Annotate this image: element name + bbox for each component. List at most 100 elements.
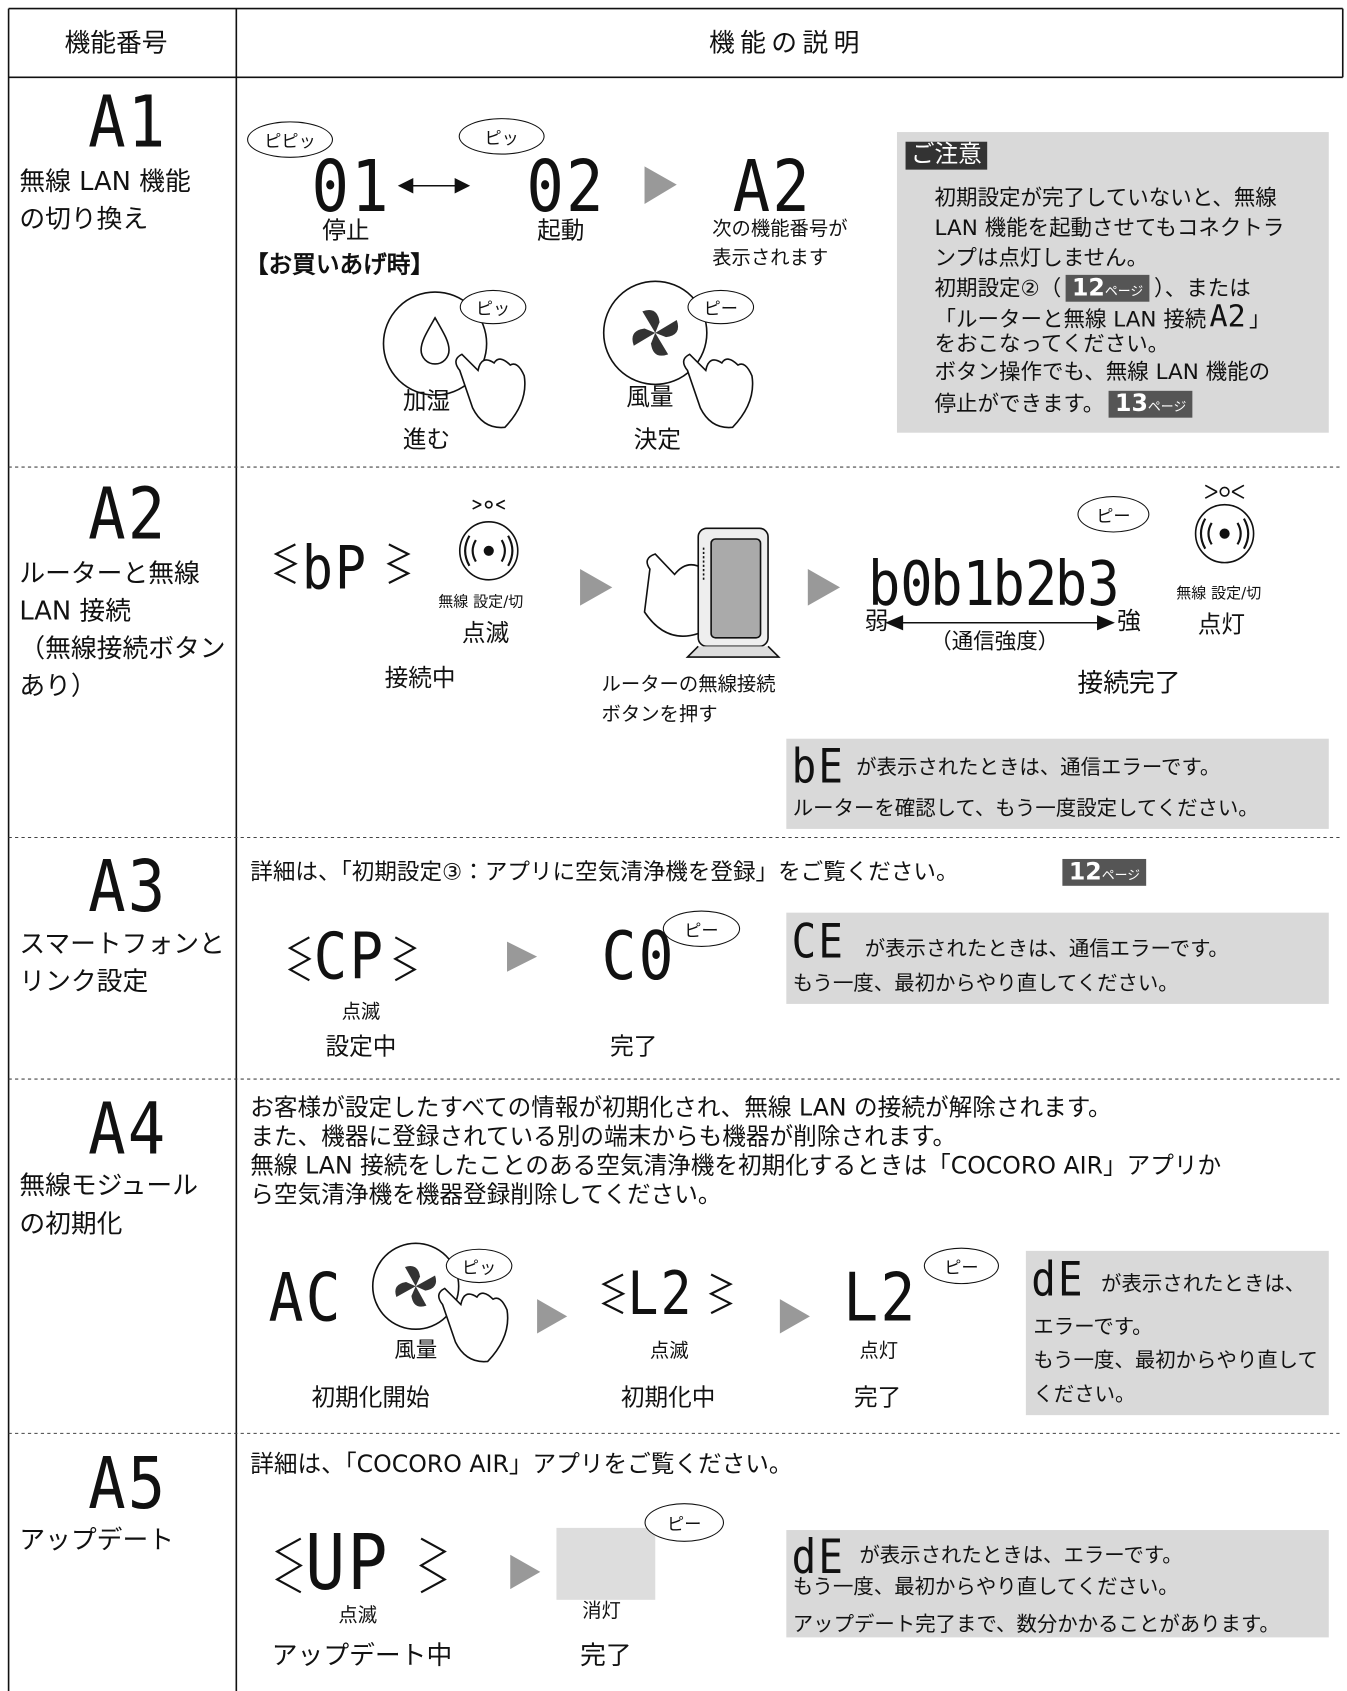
caution-text: 初期設定が完了していないと、無線 — [934, 184, 1277, 211]
error-text: ください。 — [1033, 1382, 1136, 1407]
decoration — [885, 615, 904, 631]
beep-bubble: ピー — [687, 289, 755, 325]
double-arrow — [397, 178, 471, 194]
decoration — [438, 1287, 509, 1363]
function-name: ルーターと無線 — [19, 558, 200, 589]
beep-bubble: ピピッ — [247, 121, 334, 158]
caption: ルーターの無線接続 — [601, 673, 776, 696]
display: b3 — [1054, 548, 1120, 620]
beep-bubble: ピー — [662, 910, 741, 948]
display: CP — [313, 920, 386, 995]
display: b2 — [992, 548, 1058, 620]
detail: お客様が設定したすべての情報が初期化され、無線 LAN の接続が解除されます。 — [250, 1095, 1112, 1123]
error-text: アップデート完了まで、数分かかることがあります。 — [792, 1612, 1280, 1637]
status: 初期化中 — [620, 1385, 716, 1412]
display: UP — [305, 1517, 390, 1608]
error-text: が表示されたときは、 — [1101, 1272, 1306, 1296]
page-unit: ページ — [1104, 283, 1144, 299]
beep-bubble: ピー — [923, 1247, 1000, 1285]
decoration — [418, 1537, 447, 1594]
blink-mark — [472, 499, 506, 510]
function-name: の初期化 — [19, 1208, 123, 1240]
page-ref: 12ページ — [1058, 858, 1151, 887]
page-number: 12 — [1068, 858, 1102, 886]
caution-text: 停止ができます。 13ページ — [935, 390, 1198, 418]
lamp-state: 点滅 — [649, 1339, 689, 1363]
step-arrow — [580, 569, 613, 606]
display-off — [556, 1527, 656, 1600]
error-text: もう一度、最初からやり直してください。 — [792, 1575, 1179, 1599]
status: 完了 — [610, 1033, 658, 1061]
error-box — [786, 1530, 1329, 1638]
display: 01 — [311, 144, 391, 229]
error-text: もう一度、最初からやり直して — [1033, 1348, 1318, 1373]
function-code: A4 — [88, 1086, 168, 1171]
caution-text: 初期設定②（ 12ページ ）、または — [935, 274, 1251, 303]
detail: 無線 LAN 接続をしたことのある空気清浄機を初期化するときは「COCORO A… — [250, 1153, 1222, 1180]
caution-title: ご注意 — [905, 141, 988, 171]
detail: ら空気清浄機を機器登録削除してください。 — [250, 1182, 722, 1209]
button-label: 無線 設定/切 — [1176, 585, 1262, 603]
caption: ボタンを押す — [601, 703, 718, 726]
decoration — [710, 538, 762, 639]
hand-icon — [438, 353, 754, 1363]
scale-label: 弱 — [864, 608, 889, 636]
function-name: アップデート — [19, 1524, 175, 1555]
page-unit: ページ — [1147, 399, 1187, 415]
lamp-state: 点灯 — [859, 1339, 899, 1363]
decoration — [397, 178, 414, 194]
function-name: の切り換え — [19, 204, 149, 235]
light-mark — [1219, 486, 1230, 497]
lamp-state: 点滅 — [461, 620, 510, 648]
decoration — [632, 328, 656, 346]
note: 表示されます — [712, 246, 829, 270]
display: L2 — [627, 1259, 694, 1330]
error-box — [786, 912, 1329, 1004]
function-code: A5 — [88, 1441, 168, 1526]
caution-text: 「ルーターと無線 LAN 接続 A2」 — [935, 301, 1271, 332]
column-heading: 機能の説明 — [708, 27, 865, 58]
decoration — [395, 1281, 416, 1298]
display: CE — [791, 914, 846, 969]
decoration — [655, 319, 679, 338]
decoration — [682, 353, 754, 429]
display: L2 — [843, 1258, 918, 1337]
step-arrow — [537, 1299, 568, 1334]
status: 接続完了 — [1077, 667, 1181, 698]
decoration — [415, 1275, 437, 1291]
display: dE — [1031, 1252, 1085, 1307]
router-icon — [685, 527, 781, 658]
error-box — [786, 738, 1329, 829]
status: 完了 — [853, 1385, 902, 1412]
drop-icon — [420, 316, 450, 365]
beep-bubble: ピッ — [459, 289, 527, 325]
lamp-state: 消灯 — [582, 1599, 621, 1623]
page-number: 13 — [1115, 390, 1148, 418]
button-label: 無線 設定/切 — [438, 593, 524, 611]
state-label: 起動 — [537, 217, 585, 245]
state-label: 停止 — [322, 217, 370, 245]
function-name: リンク設定 — [19, 966, 149, 997]
step-arrow — [807, 569, 841, 606]
decoration — [287, 936, 312, 982]
function-code: A1 — [88, 79, 168, 164]
display: b0 — [867, 548, 933, 620]
status: 完了 — [580, 1640, 632, 1671]
function-code: A2 — [88, 471, 168, 556]
decoration — [404, 1265, 421, 1287]
lamp-icon — [464, 535, 514, 567]
page-ref: 12ページ — [1062, 858, 1147, 887]
lamp-state: 点滅 — [338, 1604, 378, 1627]
error-text: が表示されたときは、エラーです。 — [859, 1543, 1183, 1568]
step-arrow — [510, 1554, 541, 1590]
decoration — [455, 353, 526, 429]
error-text: が表示されたときは、通信エラーです。 — [864, 937, 1229, 961]
decoration — [642, 310, 660, 333]
decoration — [601, 1273, 626, 1315]
decoration — [507, 166, 841, 1590]
status: 設定中 — [325, 1033, 397, 1061]
error-text: エラーです。 — [1033, 1315, 1153, 1339]
lamp-state: 点灯 — [1197, 612, 1246, 639]
beep-bubble: ピッ — [445, 1248, 513, 1284]
